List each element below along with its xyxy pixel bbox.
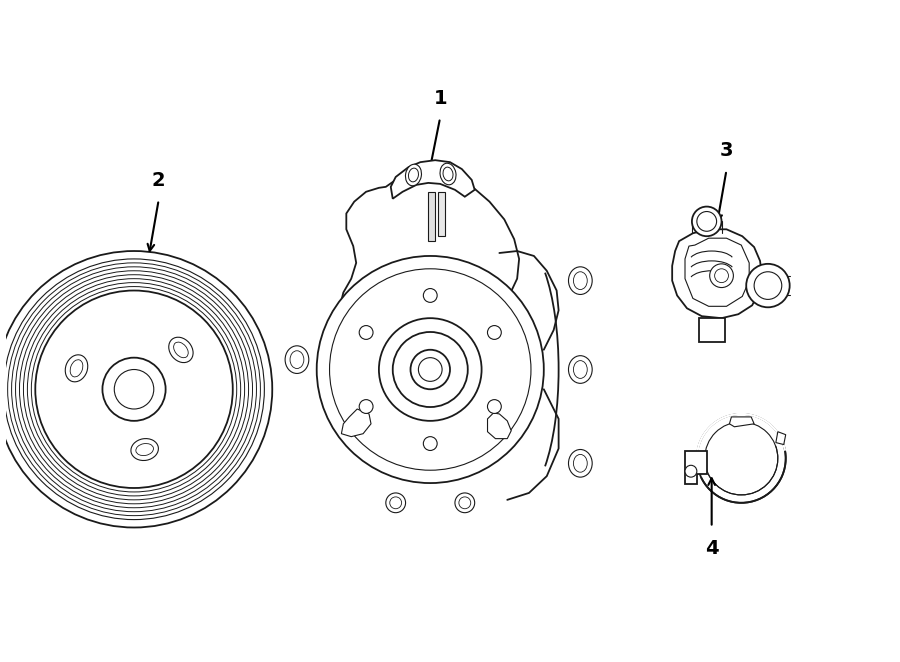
Circle shape <box>746 264 789 307</box>
Text: 2: 2 <box>152 171 166 190</box>
Ellipse shape <box>440 164 456 185</box>
Ellipse shape <box>423 437 437 450</box>
Ellipse shape <box>136 444 154 455</box>
Ellipse shape <box>423 289 437 303</box>
Polygon shape <box>776 432 786 445</box>
Circle shape <box>0 251 273 528</box>
Ellipse shape <box>386 493 406 512</box>
Ellipse shape <box>573 454 588 472</box>
Circle shape <box>410 350 450 389</box>
Polygon shape <box>438 192 446 236</box>
Polygon shape <box>729 417 754 427</box>
Ellipse shape <box>488 400 501 414</box>
Circle shape <box>379 318 482 421</box>
Ellipse shape <box>174 342 188 357</box>
Ellipse shape <box>488 326 501 340</box>
Ellipse shape <box>390 497 401 508</box>
Circle shape <box>685 465 697 477</box>
Text: 1: 1 <box>433 89 447 108</box>
Circle shape <box>697 212 716 231</box>
Polygon shape <box>698 318 724 342</box>
Polygon shape <box>685 451 706 484</box>
Ellipse shape <box>569 449 592 477</box>
Ellipse shape <box>573 272 588 289</box>
Circle shape <box>418 357 442 381</box>
Polygon shape <box>685 238 749 307</box>
Ellipse shape <box>409 168 419 182</box>
Ellipse shape <box>130 439 158 461</box>
Ellipse shape <box>443 167 453 181</box>
Ellipse shape <box>573 361 588 379</box>
Polygon shape <box>672 229 762 318</box>
Circle shape <box>35 291 233 488</box>
Circle shape <box>317 256 544 483</box>
Circle shape <box>4 259 265 520</box>
Circle shape <box>329 269 531 470</box>
Polygon shape <box>391 160 474 199</box>
Ellipse shape <box>169 337 194 363</box>
Circle shape <box>705 422 778 495</box>
Ellipse shape <box>569 267 592 295</box>
Ellipse shape <box>66 355 87 382</box>
Circle shape <box>754 272 782 299</box>
Circle shape <box>697 414 786 503</box>
Circle shape <box>715 269 728 283</box>
Circle shape <box>392 332 468 407</box>
Circle shape <box>103 357 166 421</box>
Ellipse shape <box>290 351 304 369</box>
Ellipse shape <box>454 493 474 512</box>
Polygon shape <box>341 409 371 437</box>
Polygon shape <box>488 413 511 439</box>
Circle shape <box>114 369 154 409</box>
Ellipse shape <box>459 497 471 508</box>
Ellipse shape <box>359 400 373 414</box>
Ellipse shape <box>406 164 421 186</box>
Ellipse shape <box>285 346 309 373</box>
Polygon shape <box>428 192 436 241</box>
Ellipse shape <box>70 359 83 377</box>
Ellipse shape <box>359 326 373 340</box>
Polygon shape <box>339 172 524 419</box>
Circle shape <box>692 207 722 236</box>
Text: 3: 3 <box>720 141 733 160</box>
Circle shape <box>710 264 734 287</box>
Text: 4: 4 <box>705 540 718 558</box>
Ellipse shape <box>569 355 592 383</box>
